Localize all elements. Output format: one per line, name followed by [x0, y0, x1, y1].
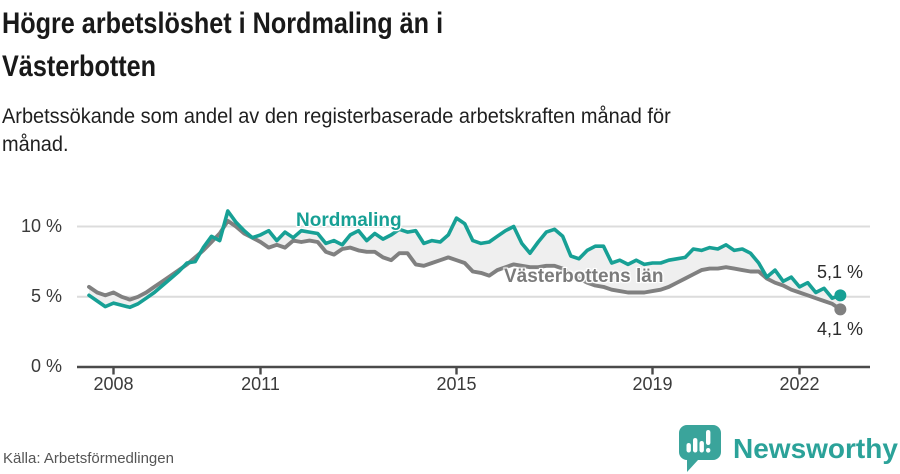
series-label-nordmaling: Nordmaling [296, 210, 402, 231]
x-tick-label-2019: 2019 [632, 374, 673, 394]
newsworthy-logo-icon [679, 425, 721, 472]
x-tick-label-2008: 2008 [93, 374, 134, 394]
bar-2 [693, 438, 698, 453]
page-title: Högre arbetslöshet i Nordmaling än i Väs… [2, 2, 443, 88]
subtitle-line-1: Arbetssökande som andel av den registerb… [2, 105, 671, 128]
end-dot-nordmaling [834, 289, 847, 302]
end-dot-vasterbotten [834, 303, 847, 316]
newsworthy-logo[interactable]: Newsworthy [677, 424, 898, 474]
x-tick-label-2015: 2015 [436, 374, 477, 394]
series-label-vasterbotten: Västerbottens län [504, 266, 664, 287]
exclamation-dot [706, 448, 711, 453]
source-credit: Källa: Arbetsförmedlingen [3, 450, 174, 467]
line-nordmaling [87, 209, 843, 310]
bar-1 [686, 443, 691, 453]
subtitle-line-2: månad. [2, 133, 69, 156]
bar-3 [699, 441, 704, 453]
series-gap-band [89, 211, 841, 310]
y-tick-label-0: 0 % [30, 356, 62, 376]
end-value-nordmaling: 5,1 % [817, 262, 864, 282]
chart-subtitle: Arbetssökande som andel av den registerb… [2, 103, 671, 159]
end-value-vasterbotten: 4,1 % [817, 319, 864, 339]
title-line-1: Högre arbetslöshet i Nordmaling än i [2, 7, 444, 40]
y-tick-label-10: 10 % [20, 215, 62, 236]
x-tick-label-2011: 2011 [241, 374, 280, 394]
title-line-2: Västerbotten [2, 50, 157, 83]
newsworthy-wordmark: Newsworthy [733, 433, 898, 464]
y-tick-label-5: 5 % [30, 285, 62, 306]
exclamation-stem [706, 430, 711, 445]
x-tick-label-2022: 2022 [779, 374, 820, 394]
